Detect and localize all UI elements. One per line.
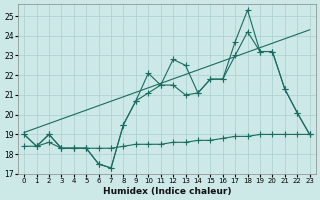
X-axis label: Humidex (Indice chaleur): Humidex (Indice chaleur) [103, 187, 231, 196]
